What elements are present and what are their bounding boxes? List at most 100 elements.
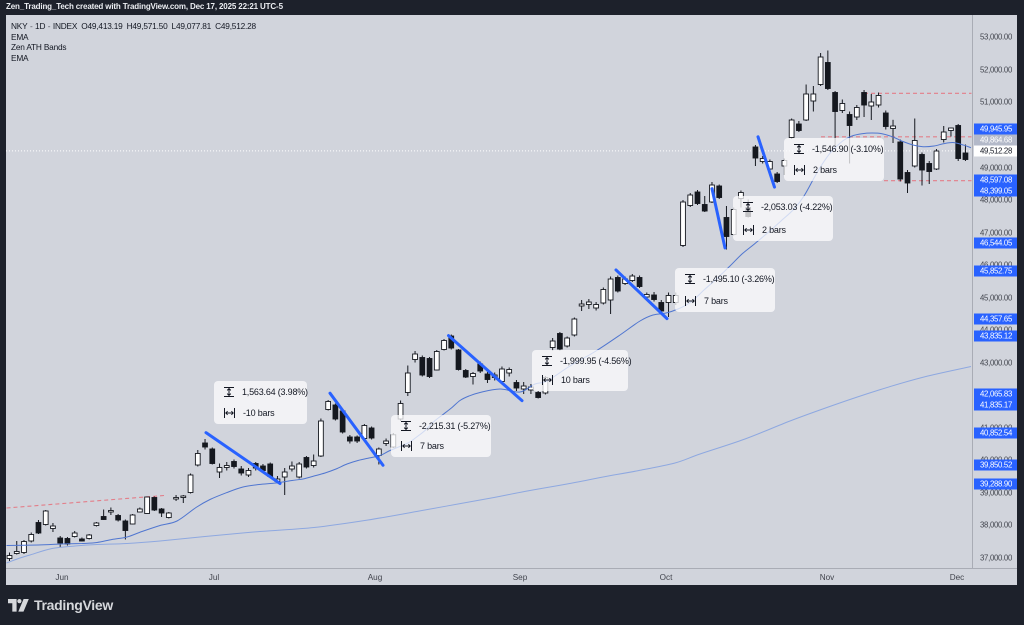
bar-count-icon: [542, 375, 553, 385]
price-range-icon: [743, 202, 753, 212]
candle: [723, 205, 730, 250]
price-marker-label: 43,835.12: [974, 330, 1018, 342]
candle: [86, 534, 93, 540]
ema-fast-line: [6, 132, 972, 546]
measurement-box[interactable]: -2,215.31 (-5.27%) 7 bars: [391, 415, 491, 457]
candle: [875, 92, 882, 108]
candle: [824, 50, 831, 91]
price-marker-label: 39,288.90: [974, 478, 1018, 489]
legend-separator-2: -: [47, 21, 51, 31]
candle: [347, 434, 353, 444]
candle: [810, 85, 817, 112]
candle: [21, 540, 27, 555]
candle: [882, 110, 889, 130]
price-chart[interactable]: [6, 15, 1017, 568]
attribution-text: Zen_Trading_Tech created with TradingVie…: [6, 2, 283, 11]
candle: [35, 520, 42, 535]
price-marker-label: 48,399.05: [974, 185, 1018, 197]
measurement-lines: [204, 135, 776, 486]
candle: [383, 438, 389, 446]
price-tick: 46,000.00: [980, 261, 1012, 270]
candle: [28, 532, 35, 543]
measurement-trendline[interactable]: [328, 391, 385, 467]
time-label-dec: Dec: [949, 573, 965, 582]
time-label-oct: Oct: [659, 573, 673, 582]
symbol-legend-row[interactable]: NKY -1D - INDEX O49,413.19 H49,571.50 L49,077.…: [11, 21, 256, 31]
candle: [151, 496, 158, 512]
price-axis[interactable]: 53,000.0052,000.0051,000.0050,000.0049,0…: [972, 15, 1018, 568]
bar-count-icon: [401, 441, 412, 451]
indicator-legend-0[interactable]: EMA: [11, 32, 29, 43]
price-tick: 37,000.00: [980, 553, 1012, 563]
price-marker-label: 40,852.54: [974, 427, 1018, 439]
candle: [832, 91, 838, 148]
candle: [484, 371, 491, 383]
chart-pane[interactable]: [6, 15, 1017, 568]
candle: [93, 521, 100, 527]
candle: [701, 195, 708, 212]
candle: [861, 90, 867, 118]
ath-band-line: [6, 494, 165, 509]
measurement-trendline[interactable]: [756, 135, 776, 189]
measurement-box[interactable]: -1,546.90 (-3.10%) 2 bars: [784, 138, 884, 181]
candle: [535, 391, 542, 399]
candle: [433, 350, 440, 371]
price-tick: 48,000.00: [980, 195, 1012, 205]
candle: [557, 331, 563, 351]
price-marker-label: 49,945.95: [974, 123, 1018, 135]
candle: [238, 465, 245, 476]
measurement-value: -2,215.31 (-5.27%): [419, 421, 491, 431]
candle: [890, 119, 896, 143]
price-tick: 53,000.00: [980, 32, 1012, 42]
candle: [636, 275, 643, 289]
candle: [6, 552, 13, 562]
candle: [412, 351, 418, 363]
measurement-box[interactable]: -1,495.10 (-3.26%) 7 bars: [675, 268, 775, 312]
candle: [419, 355, 426, 377]
measurement-trendline[interactable]: [710, 187, 727, 250]
footer-bar: TradingView: [0, 585, 1024, 625]
bar-count-icon: [685, 296, 696, 306]
time-axis[interactable]: Jun Jul Aug Sep Oct Nov Dec: [6, 568, 1017, 585]
measurement-bars: 10 bars: [561, 375, 590, 385]
measurement-trendline[interactable]: [204, 431, 282, 486]
last-price-label: 49,512.28: [974, 145, 1018, 157]
price-marker-label: 44,357.65: [974, 313, 1018, 325]
candle: [194, 450, 201, 467]
candle: [853, 104, 860, 121]
candle: [426, 357, 433, 378]
indicator-legend-2[interactable]: EMA: [11, 52, 29, 63]
candle: [549, 338, 556, 351]
candle: [173, 494, 179, 502]
candle: [817, 52, 824, 86]
symbol-name: NKY: [11, 21, 28, 31]
price-tick: 49,000.00: [980, 163, 1012, 173]
measurement-box[interactable]: -1,999.95 (-4.56%) 10 bars: [532, 350, 632, 391]
candle: [593, 301, 599, 311]
measurement-value: -1,999.95 (-4.56%): [560, 356, 632, 366]
candle: [665, 292, 672, 318]
candle: [368, 426, 375, 440]
tradingview-logo-icon: [8, 598, 29, 612]
indicator-legend-1[interactable]: Zen ATH Bands: [11, 42, 67, 53]
legend-separator-1: -: [29, 21, 33, 31]
time-label-jul: Jul: [208, 573, 220, 582]
candle: [839, 99, 846, 113]
candle: [332, 403, 339, 421]
candle: [919, 152, 925, 186]
candle: [144, 496, 150, 515]
measurement-trendline[interactable]: [614, 268, 669, 321]
measurement-box[interactable]: -2,053.03 (-4.22%) 2 bars: [733, 196, 833, 241]
measurement-value: 1,563.64 (3.98%): [242, 387, 308, 397]
candle: [520, 381, 527, 395]
measurement-value: -2,053.03 (-4.22%): [761, 202, 833, 212]
candle: [71, 531, 78, 538]
price-tick: 43,000.00: [980, 358, 1012, 368]
measurement-box[interactable]: 1,563.64 (3.98%) -10 bars: [214, 381, 308, 424]
tradingview-logo[interactable]: TradingView: [8, 597, 113, 613]
candle: [209, 447, 216, 465]
candle: [614, 275, 621, 293]
symbol-interval: 1D: [35, 21, 46, 31]
measurement-trendline[interactable]: [447, 334, 524, 403]
